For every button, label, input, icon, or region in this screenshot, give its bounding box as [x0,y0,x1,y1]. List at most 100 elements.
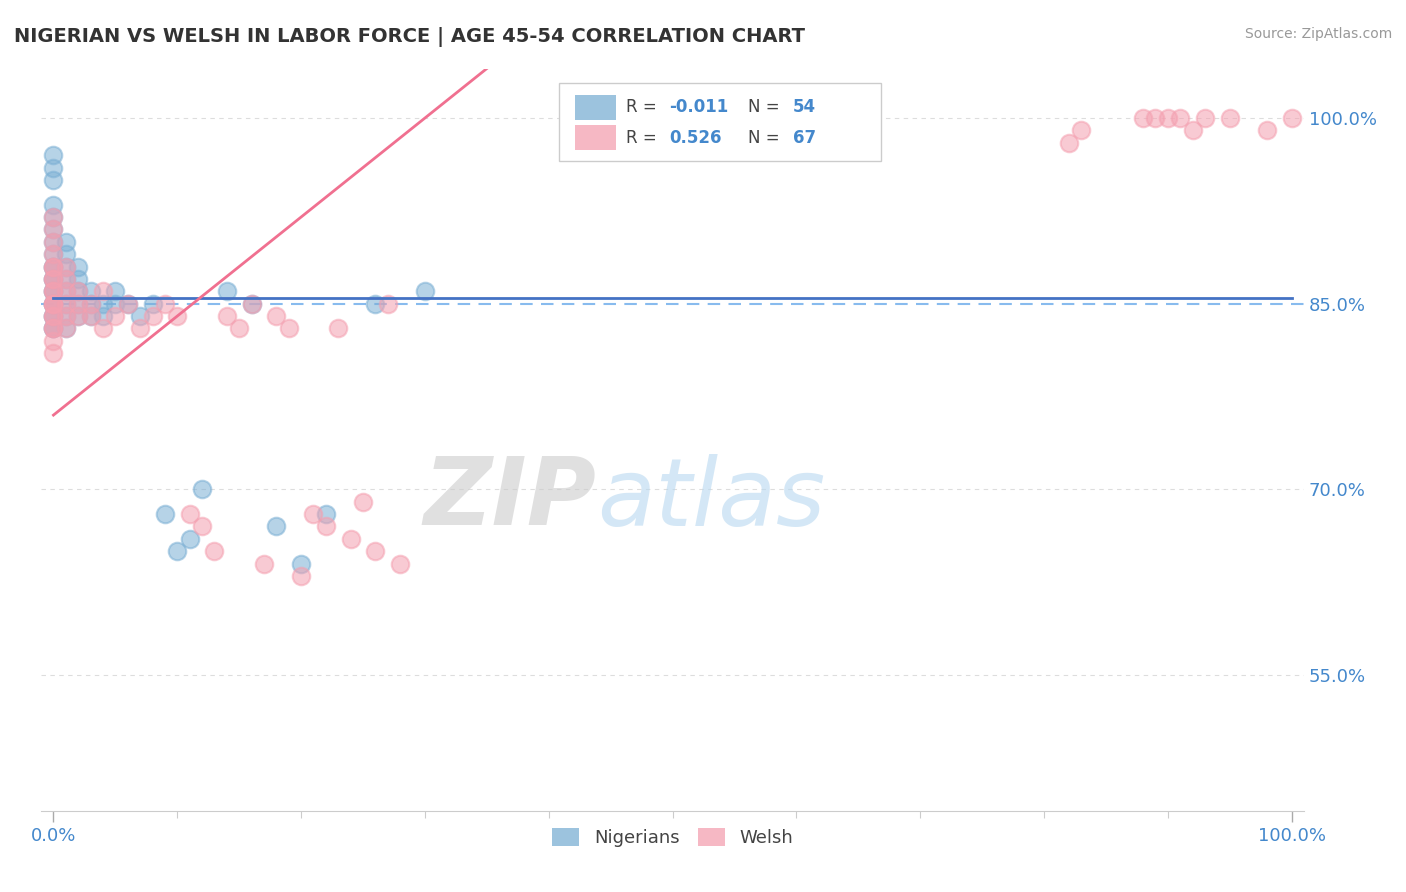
Point [42,210,65,224]
Point [42,235,65,249]
Point [42,296,65,310]
Point [42,173,65,187]
Point [42,321,65,335]
Point [42,272,65,286]
Point [141,309,163,323]
Point [240,296,263,310]
Point [215,285,238,299]
Point [42,260,65,274]
Point [55,285,77,299]
Point [141,296,163,310]
Point [1219,111,1241,125]
Point [42,296,65,310]
Point [42,334,65,348]
Point [228,321,250,335]
Point [129,321,152,335]
Text: R =: R = [626,98,662,116]
Point [129,309,152,323]
Point [266,309,288,323]
Text: 54: 54 [793,98,815,116]
Point [413,285,436,299]
Point [42,309,65,323]
Point [42,321,65,335]
Point [104,309,127,323]
Point [42,272,65,286]
Point [364,544,387,558]
Point [42,296,65,310]
Point [55,309,77,323]
Point [253,557,276,571]
Point [389,557,412,571]
Point [67,260,90,274]
Point [79,285,101,299]
Point [42,296,65,310]
Point [377,296,399,310]
Point [290,569,312,583]
Point [42,321,65,335]
Point [42,272,65,286]
Point [42,272,65,286]
Point [55,272,77,286]
Point [153,507,176,521]
Point [215,309,238,323]
Point [42,260,65,274]
Text: NIGERIAN VS WELSH IN LABOR FORCE | AGE 45-54 CORRELATION CHART: NIGERIAN VS WELSH IN LABOR FORCE | AGE 4… [14,27,806,46]
Point [117,296,139,310]
Point [55,247,77,261]
Point [91,321,114,335]
Point [1157,111,1180,125]
Point [1057,136,1080,150]
Point [166,309,188,323]
Point [1194,111,1216,125]
Point [55,296,77,310]
Text: N =: N = [748,128,785,146]
Point [240,296,263,310]
Text: 0.526: 0.526 [669,128,721,146]
Point [55,235,77,249]
Point [79,309,101,323]
Point [42,309,65,323]
Point [277,321,299,335]
Point [42,148,65,162]
Point [67,309,90,323]
Point [42,197,65,211]
Point [1070,123,1092,137]
Point [42,309,65,323]
Point [67,285,90,299]
Point [55,285,77,299]
Point [55,272,77,286]
Point [42,260,65,274]
Point [67,296,90,310]
Point [1256,123,1278,137]
Point [67,309,90,323]
Point [42,161,65,175]
Point [266,519,288,533]
Point [79,296,101,310]
Text: -0.011: -0.011 [669,98,728,116]
Point [55,260,77,274]
Point [117,296,139,310]
Point [79,309,101,323]
Point [55,260,77,274]
Point [1168,111,1191,125]
Point [42,296,65,310]
Legend: Nigerians, Welsh: Nigerians, Welsh [546,821,800,855]
Point [42,346,65,360]
Point [315,519,337,533]
Point [67,296,90,310]
Point [42,260,65,274]
Point [364,296,387,310]
Text: R =: R = [626,128,662,146]
Point [166,544,188,558]
Point [42,285,65,299]
Point [91,296,114,310]
Point [1144,111,1167,125]
Point [42,285,65,299]
Point [339,532,361,546]
Point [42,309,65,323]
Point [79,296,101,310]
FancyBboxPatch shape [560,83,882,161]
Point [104,285,127,299]
Text: N =: N = [748,98,785,116]
Point [179,532,201,546]
